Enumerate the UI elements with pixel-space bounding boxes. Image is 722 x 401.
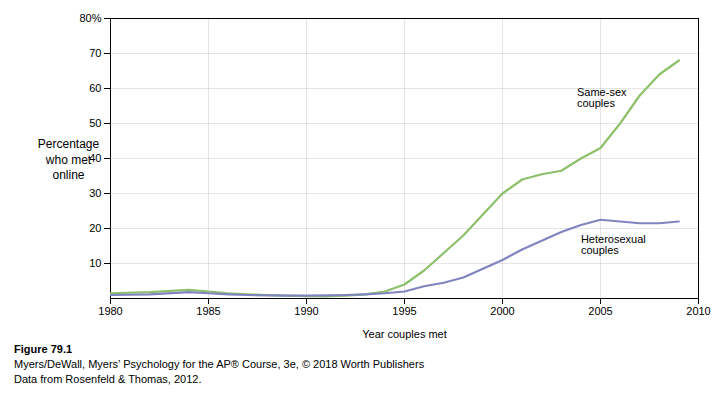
svg-text:Heterosexualcouples: Heterosexualcouples <box>581 233 646 256</box>
svg-text:80%: 80% <box>79 12 101 24</box>
svg-text:Same-sexcouples: Same-sexcouples <box>577 86 627 109</box>
svg-text:Year couples met: Year couples met <box>362 328 447 340</box>
html-text:Data from Rosenfeld & Thomas,: Data from Rosenfeld & Thomas, 2012. <box>14 373 202 385</box>
svg-text:1985: 1985 <box>196 305 220 317</box>
svg-text:Percentagewho metonline: Percentagewho metonline <box>38 137 100 182</box>
svg-text:1980: 1980 <box>98 305 122 317</box>
svg-text:30: 30 <box>89 187 101 199</box>
svg-text:20: 20 <box>89 222 101 234</box>
svg-text:60: 60 <box>89 82 101 94</box>
svg-text:10: 10 <box>89 257 101 269</box>
svg-text:70: 70 <box>89 47 101 59</box>
svg-text:1995: 1995 <box>392 305 416 317</box>
svg-text:1990: 1990 <box>294 305 318 317</box>
html-text:Figure 79.1: Figure 79.1 <box>14 343 73 355</box>
html-text:Myers/DeWall, Myers’ Psycholog: Myers/DeWall, Myers’ Psychology for the … <box>14 358 425 370</box>
svg-text:40: 40 <box>89 152 102 164</box>
svg-text:50: 50 <box>89 117 101 129</box>
svg-text:2010: 2010 <box>686 305 710 317</box>
svg-text:2000: 2000 <box>490 305 514 317</box>
svg-text:2005: 2005 <box>588 305 612 317</box>
